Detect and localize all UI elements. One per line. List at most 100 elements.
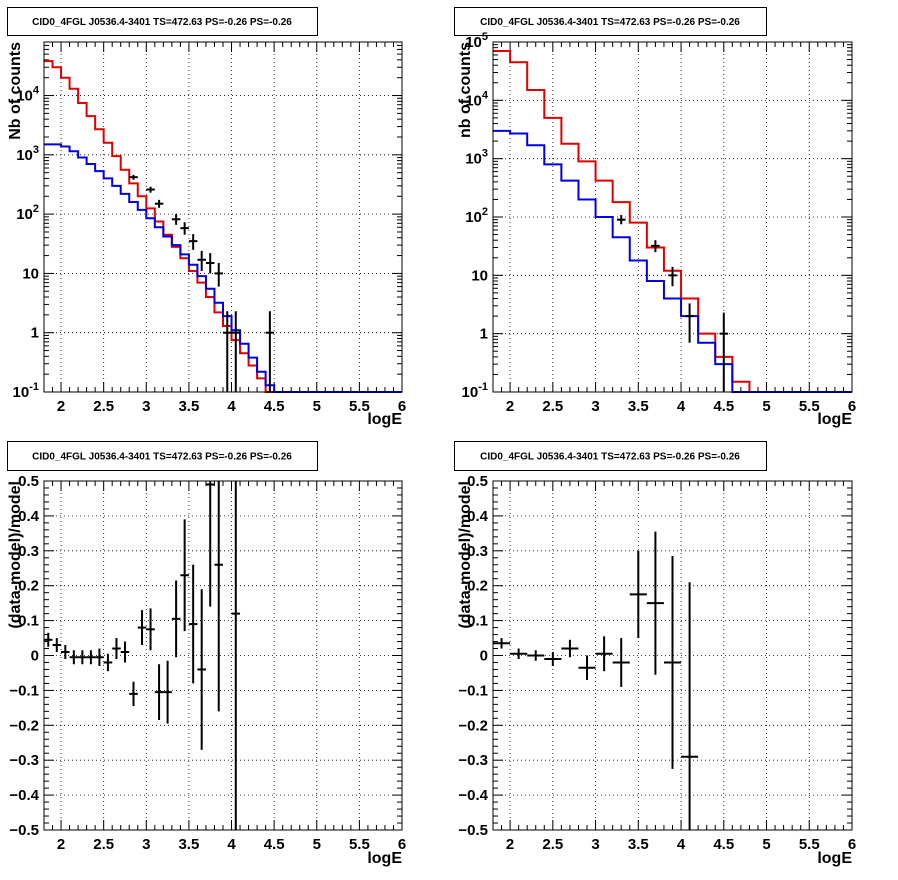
data-point [578, 655, 596, 680]
y-tick-label: 0.4 [18, 508, 40, 525]
x-tick-label: 4.5 [264, 836, 285, 853]
x-tick-label: 2 [57, 836, 65, 853]
data-point [188, 234, 198, 250]
y-tick-label-exponent: -1 [29, 381, 39, 393]
data-point [663, 556, 682, 769]
chart-panel-3: CID0_4FGL J0536.4-3401 TS=472.63 PS=-0.2… [7, 441, 406, 867]
y-tick-label: 10 [22, 265, 39, 282]
grid [493, 42, 852, 392]
x-tick-label: 2.5 [93, 398, 114, 415]
y-tick-label: 103 [465, 148, 488, 168]
y-axis-label: (data-model)/model [7, 481, 24, 629]
y-tick-label: 1 [480, 326, 488, 343]
data-point [44, 632, 53, 647]
x-tick-label: 3.5 [178, 836, 199, 853]
y-tick-label-base: 10 [16, 147, 33, 164]
x-tick-label: 4.5 [713, 836, 734, 853]
x-tick-label: 6 [848, 398, 856, 415]
x-tick-label: 3.5 [628, 836, 649, 853]
y-tick-label: 10-1 [462, 381, 488, 401]
x-tick-label: 3.5 [178, 398, 199, 415]
data-point [146, 186, 155, 193]
chart-panel-2: CID0_4FGL J0536.4-3401 TS=472.63 PS=-0.2… [454, 7, 856, 428]
y-tick-label: 0.5 [18, 473, 39, 490]
plot-frame [492, 480, 853, 831]
x-axis-label: logE [817, 850, 852, 867]
y-tick-label: 0.2 [467, 578, 488, 595]
data-point [180, 222, 189, 235]
data-point [137, 610, 147, 646]
series-background-line [44, 143, 402, 393]
data-point [103, 653, 113, 672]
y-tick-label: 104 [16, 85, 40, 105]
title-box [7, 7, 318, 36]
x-tick-label: 2.5 [93, 836, 114, 853]
data-point [231, 311, 241, 392]
data-point [120, 641, 130, 663]
x-tick-label: 3.5 [628, 398, 649, 415]
x-tick-label: 4 [677, 398, 686, 415]
y-tick-label: −0.2 [9, 717, 39, 734]
y-tick-label-exponent: 3 [482, 148, 488, 160]
data-point [69, 650, 79, 665]
data-point [197, 589, 206, 750]
data-point [171, 214, 181, 225]
data-point [493, 638, 511, 649]
data-point [612, 638, 630, 687]
y-tick-label-exponent: 2 [33, 203, 39, 215]
data-point [544, 652, 562, 666]
x-tick-label: 2.5 [542, 836, 563, 853]
y-tick-label-exponent: 4 [33, 85, 40, 97]
x-tick-label: 5 [313, 398, 321, 415]
x-tick-label: 6 [398, 836, 406, 853]
y-tick-label: 102 [16, 203, 39, 223]
y-tick-label: 0.2 [18, 578, 39, 595]
y-tick-label-base: 10 [465, 92, 482, 109]
data-point [129, 174, 138, 180]
y-tick-label: 1 [31, 325, 39, 342]
y-tick-label: 0.3 [18, 543, 39, 560]
y-tick-label: 10-1 [13, 381, 39, 401]
data-point [129, 681, 138, 707]
y-tick-label: −0.1 [9, 682, 39, 699]
chart-title: CID0_4FGL J0536.4-3401 TS=472.63 PS=-0.2… [480, 452, 740, 463]
data-point [595, 636, 613, 672]
y-tick-label-base: 10 [16, 88, 33, 105]
data-point [188, 564, 198, 684]
data-point [154, 199, 164, 208]
x-axis-label: logE [367, 411, 402, 428]
x-tick-label: 5.5 [349, 836, 370, 853]
y-tick-label: 103 [16, 144, 39, 164]
y-tick-label: −0.5 [458, 822, 488, 839]
axis-ticks [43, 41, 403, 393]
x-tick-label: 3 [142, 836, 150, 853]
data-point [205, 481, 215, 607]
data-point [719, 312, 729, 392]
y-tick-label: −0.4 [458, 787, 488, 804]
y-tick-label-base: 10 [465, 151, 482, 168]
y-tick-label: −0.3 [9, 752, 39, 769]
data-point [112, 638, 121, 659]
title-box [454, 7, 767, 36]
data-point [171, 580, 181, 658]
y-tick-label: −0.2 [458, 717, 488, 734]
x-tick-label: 4.5 [264, 398, 285, 415]
y-tick-label-exponent: 3 [33, 144, 39, 156]
y-tick-label: −0.1 [458, 682, 488, 699]
chart-panel-4: CID0_4FGL J0536.4-3401 TS=472.63 PS=-0.2… [454, 441, 856, 867]
x-tick-label: 2 [57, 398, 65, 415]
y-tick-label: −0.3 [458, 752, 488, 769]
y-tick-label-base: 10 [465, 209, 482, 226]
plot-frame [43, 41, 403, 393]
x-tick-label: 2 [506, 398, 514, 415]
data-point [205, 253, 215, 274]
data-point [61, 645, 70, 659]
data-point [561, 639, 579, 658]
axis-ticks [492, 42, 853, 393]
data-point [214, 481, 223, 712]
x-tick-label: 4 [677, 836, 686, 853]
y-tick-label: 0 [480, 648, 488, 665]
x-tick-label: 4 [227, 836, 236, 853]
